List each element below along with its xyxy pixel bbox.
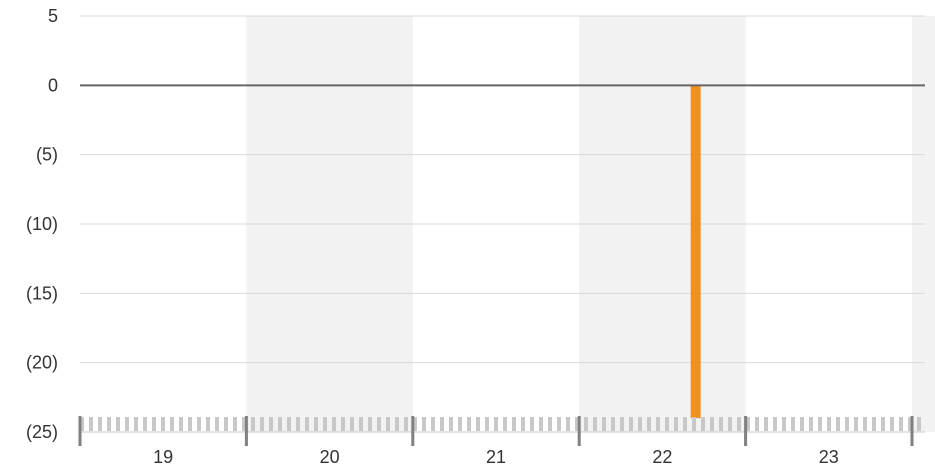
bars [690,85,701,419]
y-axis-labels: 5 0 (5) (10) (15) (20) (25) [26,6,58,442]
x-tick-label: 23 [819,447,839,467]
y-tick-label: (25) [26,422,58,442]
x-tick-label: 19 [153,447,173,467]
x-axis [78,416,925,446]
gridlines [80,15,925,364]
y-tick-label: (20) [26,353,58,373]
bar [690,85,701,419]
x-tick-label: 20 [320,447,340,467]
y-tick-label: (5) [36,145,58,165]
x-axis-labels: 19 20 21 22 23 [153,447,839,467]
y-tick-label: (15) [26,283,58,303]
y-tick-label: 0 [48,75,58,95]
x-tick-label: 21 [486,447,506,467]
x-tick-label: 22 [652,447,672,467]
y-tick-label: (10) [26,214,58,234]
y-tick-label: 5 [48,6,58,26]
